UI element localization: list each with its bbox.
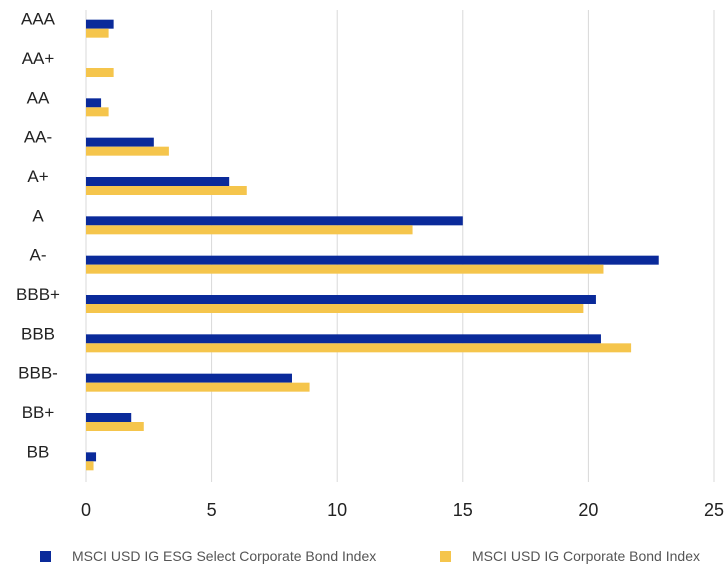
bar-series1-BBB+ <box>86 304 584 313</box>
bar-chart: 0 5 10 15 20 25AAAAA+AAAA-A+AA-BBB+BBBBBB-BB+… <box>16 10 724 520</box>
bar-series1-A <box>86 225 413 235</box>
bar-series1-AAA <box>86 28 109 38</box>
bar-series1-A- <box>86 264 604 274</box>
y-category-label-9: BBB- <box>18 364 58 383</box>
bar-series1-A+ <box>86 186 247 195</box>
y-category-label-0: AAA <box>21 10 56 29</box>
bar-series0-AA- <box>86 137 154 147</box>
bar-series1-BBB- <box>86 382 310 392</box>
y-category-label-8: BBB <box>21 324 55 343</box>
y-category-label-10: BB+ <box>22 403 55 422</box>
legend-swatch-esg-select <box>40 550 51 562</box>
y-category-label-7: BBB+ <box>16 285 60 304</box>
bar-series0-BB+ <box>86 413 132 422</box>
bar-series1-BBB <box>86 343 632 353</box>
x-tick-label-0: 0 <box>81 500 91 520</box>
y-category-label-3: AA- <box>24 128 52 147</box>
y-category-label-11: BB <box>27 442 50 461</box>
y-category-label-4: A+ <box>27 167 48 186</box>
y-category-label-1: AA+ <box>22 49 55 68</box>
legend-label-ig-corporate: MSCI USD IG Corporate Bond Index <box>472 548 700 564</box>
bar-series0-BBB- <box>86 373 292 383</box>
bar-series0-AAA <box>86 19 114 29</box>
bar-series1-AA- <box>86 146 169 156</box>
bar-series0-AA <box>86 98 102 108</box>
legend-label-esg-select: MSCI USD IG ESG Select Corporate Bond In… <box>72 548 377 564</box>
y-category-label-2: AA <box>27 88 50 107</box>
x-tick-label-5: 25 <box>704 500 724 520</box>
bar-series1-BB <box>86 461 94 471</box>
bar-series1-AA+ <box>86 68 114 77</box>
bar-series0-A- <box>86 255 659 265</box>
x-tick-label-3: 15 <box>453 500 473 520</box>
bar-series0-BB <box>86 452 97 462</box>
x-tick-label-4: 20 <box>578 500 598 520</box>
x-tick-label-1: 5 <box>207 500 217 520</box>
bar-series1-AA <box>86 107 109 117</box>
bar-series1-BB+ <box>86 422 144 431</box>
bar-series0-A <box>86 216 463 226</box>
bar-series0-BBB <box>86 334 601 344</box>
legend-item-esg-select: MSCI USD IG ESG Select Corporate Bond In… <box>40 548 376 564</box>
legend-swatch-ig-corporate <box>440 550 451 562</box>
legend-item-ig-corporate: MSCI USD IG Corporate Bond Index <box>440 548 700 564</box>
legend: MSCI USD IG ESG Select Corporate Bond In… <box>0 548 727 575</box>
x-tick-label-2: 10 <box>327 500 347 520</box>
bar-series0-BBB+ <box>86 295 596 304</box>
bar-series0-A+ <box>86 177 230 186</box>
y-category-label-5: A <box>32 206 44 225</box>
y-category-label-6: A- <box>30 246 47 265</box>
